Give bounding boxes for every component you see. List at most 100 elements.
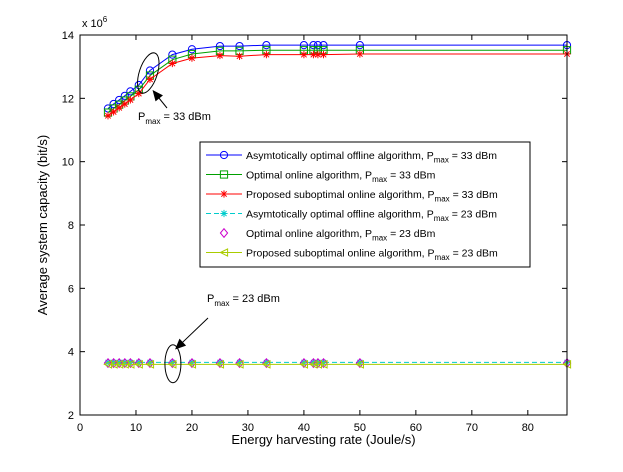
y-axis-title: Average system capacity (bit/s) bbox=[35, 135, 50, 315]
data-point-2-6 bbox=[146, 75, 154, 83]
y-tick-label-0: 2 bbox=[68, 410, 74, 422]
legend-marker-5 bbox=[219, 248, 229, 257]
y-exponent-base: x 10 bbox=[82, 18, 103, 30]
data-point-2-0 bbox=[104, 112, 112, 120]
legend-marker-4 bbox=[219, 227, 229, 239]
data-point-0-9 bbox=[215, 41, 225, 51]
data-point-2-5 bbox=[135, 89, 143, 98]
legend-label-3: Asymtotically optimal offline algorithm,… bbox=[246, 209, 497, 224]
data-point-5-10 bbox=[234, 359, 244, 369]
y-exponent-label: x 106 bbox=[82, 15, 108, 30]
data-point-2-13 bbox=[309, 51, 318, 59]
data-point-5-0 bbox=[103, 359, 113, 369]
legend-marker-3 bbox=[220, 209, 228, 218]
data-point-0-12 bbox=[299, 41, 309, 50]
legend-label-0: Asymtotically optimal offline algorithm,… bbox=[246, 150, 497, 165]
y-tick-label-4: 10 bbox=[62, 157, 74, 169]
annotation-layer: Pmax = 33 dBm Pmax = 23 dBm bbox=[137, 52, 280, 384]
legend-entry-4: Optimal online algorithm, Pmax = 23 dBm bbox=[219, 227, 436, 243]
annotation-33dbm: Pmax = 33 dBm bbox=[137, 52, 211, 126]
data-point-2-15 bbox=[319, 51, 328, 59]
data-point-5-8 bbox=[187, 359, 197, 369]
data-point-5-3 bbox=[120, 359, 129, 369]
annotation-label-33dbm: Pmax = 33 dBm bbox=[138, 111, 211, 126]
data-point-2-16 bbox=[356, 50, 364, 58]
data-point-0-15 bbox=[319, 41, 328, 50]
x-tick-label-3: 30 bbox=[242, 422, 254, 434]
ticks-layer: 0 10 20 30 40 50 60 70 80 2 4 6 8 10 12 14 bbox=[62, 30, 567, 434]
x-tick-label-6: 60 bbox=[410, 422, 422, 434]
data-point-5-15 bbox=[318, 359, 328, 369]
y-tick-label-1: 4 bbox=[68, 347, 74, 359]
data-point-5-12 bbox=[299, 359, 309, 369]
legend-label-4: Optimal online algorithm, Pmax = 23 dBm bbox=[246, 228, 436, 243]
series-5 bbox=[103, 359, 572, 369]
data-point-0-10 bbox=[235, 41, 244, 51]
data-point-5-5 bbox=[134, 359, 143, 369]
data-point-5-9 bbox=[215, 359, 225, 369]
annotation-arrow-23dbm-head bbox=[175, 338, 187, 350]
annotation-ellipse-23dbm bbox=[164, 344, 182, 384]
data-point-5-14 bbox=[313, 359, 323, 369]
data-point-2-2 bbox=[115, 104, 123, 112]
series-layer bbox=[103, 41, 572, 369]
data-point-2-8 bbox=[188, 54, 196, 62]
legend-entry-1: Optimal online algorithm, Pmax = 33 dBm bbox=[206, 170, 436, 185]
x-tick-label-2: 20 bbox=[186, 422, 198, 434]
x-tick-label-5: 50 bbox=[354, 422, 366, 434]
y-tick-label-2: 6 bbox=[68, 283, 74, 295]
legend-entry-5: Proposed suboptimal online algorithm, Pm… bbox=[206, 248, 498, 263]
data-point-5-7 bbox=[167, 359, 177, 369]
x-tick-label-4: 40 bbox=[298, 422, 310, 434]
annotation-arrow-33dbm-head bbox=[152, 90, 163, 102]
data-point-5-4 bbox=[125, 359, 135, 369]
data-point-5-11 bbox=[261, 359, 271, 369]
data-point-5-2 bbox=[114, 359, 124, 369]
data-point-0-13 bbox=[309, 41, 318, 50]
y-tick-label-3: 8 bbox=[68, 220, 74, 232]
data-point-0-7 bbox=[168, 50, 177, 59]
data-point-2-10 bbox=[235, 52, 244, 60]
data-point-5-13 bbox=[308, 359, 318, 369]
annotation-23dbm: Pmax = 23 dBm bbox=[164, 293, 280, 384]
data-point-2-9 bbox=[216, 51, 224, 60]
data-point-2-1 bbox=[109, 108, 118, 116]
data-point-0-8 bbox=[187, 45, 197, 54]
x-tick-label-1: 10 bbox=[130, 422, 142, 434]
data-point-0-2 bbox=[115, 95, 124, 105]
data-point-0-16 bbox=[355, 41, 364, 50]
data-point-2-3 bbox=[121, 100, 129, 108]
data-point-0-11 bbox=[262, 41, 271, 50]
data-point-2-14 bbox=[314, 51, 322, 59]
data-point-0-1 bbox=[109, 99, 118, 109]
legend-entry-3: Asymtotically optimal offline algorithm,… bbox=[206, 209, 497, 224]
legend-entry-0: Asymtotically optimal offline algorithm,… bbox=[206, 150, 497, 165]
annotation-ellipse-33dbm bbox=[137, 52, 160, 94]
data-point-0-14 bbox=[313, 41, 323, 50]
legend-entry-2: Proposed suboptimal online algorithm, Pm… bbox=[206, 189, 498, 204]
legend-label-5: Proposed suboptimal online algorithm, Pm… bbox=[246, 248, 498, 263]
legend-marker-0 bbox=[219, 150, 229, 160]
y-exponent-power: 6 bbox=[103, 15, 108, 24]
y-tick-label-6: 14 bbox=[62, 30, 74, 42]
x-tick-label-7: 70 bbox=[466, 422, 478, 434]
x-tick-label-0: 0 bbox=[77, 422, 83, 434]
data-point-2-7 bbox=[168, 59, 176, 68]
data-point-2-12 bbox=[300, 51, 308, 59]
data-point-0-6 bbox=[145, 66, 155, 75]
x-tick-label-8: 80 bbox=[522, 422, 534, 434]
series-line-1 bbox=[107, 49, 567, 113]
legend-marker-1 bbox=[219, 170, 229, 179]
legend-marker-2 bbox=[220, 190, 228, 198]
data-point-5-16 bbox=[355, 359, 364, 369]
legend-box bbox=[199, 141, 531, 268]
legend-label-2: Proposed suboptimal online algorithm, Pm… bbox=[246, 189, 498, 204]
y-tick-label-5: 12 bbox=[62, 93, 74, 105]
data-point-5-1 bbox=[108, 359, 118, 369]
x-axis-title: Energy harvesting rate (Joule/s) bbox=[231, 432, 415, 447]
data-point-0-3 bbox=[120, 91, 129, 100]
legend-label-1: Optimal online algorithm, Pmax = 33 dBm bbox=[246, 170, 436, 185]
data-point-2-4 bbox=[126, 96, 134, 104]
